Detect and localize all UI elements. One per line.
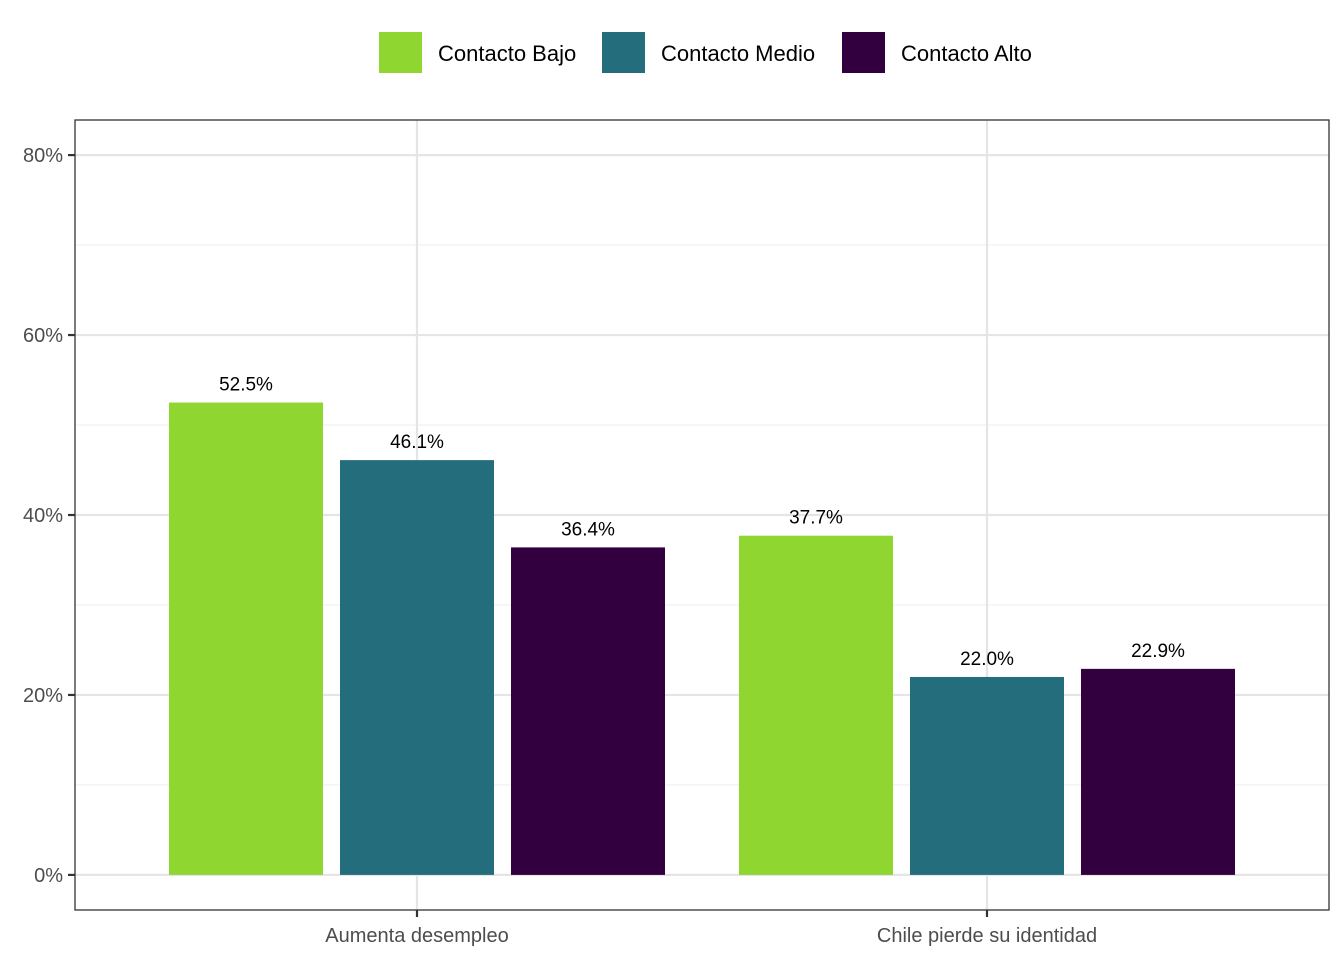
bar-value-label: 22.0% [960,649,1014,670]
legend: Contacto Bajo Contacto Medio Contacto Alto [379,32,1032,73]
legend-key [379,32,422,73]
legend-label: Contacto Bajo [438,41,576,66]
y-tick-label: 40% [23,505,63,527]
legend-label: Contacto Medio [661,41,815,66]
bar [739,535,893,875]
x-axis: Aumenta desempleo Chile pierde su identid… [325,910,1097,947]
y-tick-label: 0% [34,865,63,887]
legend-key [842,32,885,73]
bar-value-label: 52.5% [219,375,273,396]
bars [169,402,1235,875]
bar-value-label: 46.1% [390,432,444,453]
bar-value-label: 22.9% [1131,641,1185,662]
y-tick-label: 60% [23,325,63,347]
legend-key [602,32,645,73]
y-axis: 0% 20% 40% 60% 80% [23,145,75,887]
bar [1081,668,1235,875]
bar-value-label: 37.7% [789,508,843,529]
legend-label: Contacto Alto [901,41,1032,66]
bar [910,676,1064,875]
y-tick-label: 80% [23,145,63,167]
x-tick-label: Chile pierde su identidad [877,925,1097,947]
bar-value-label: 36.4% [561,519,615,540]
x-tick-label: Aumenta desempleo [325,925,508,947]
bar-value-labels: 52.5% 46.1% 36.4% 37.7% 22.0% 22.9% [219,375,1185,670]
bar [340,460,494,875]
bar [169,402,323,875]
bar [511,547,665,875]
y-tick-label: 20% [23,685,63,707]
